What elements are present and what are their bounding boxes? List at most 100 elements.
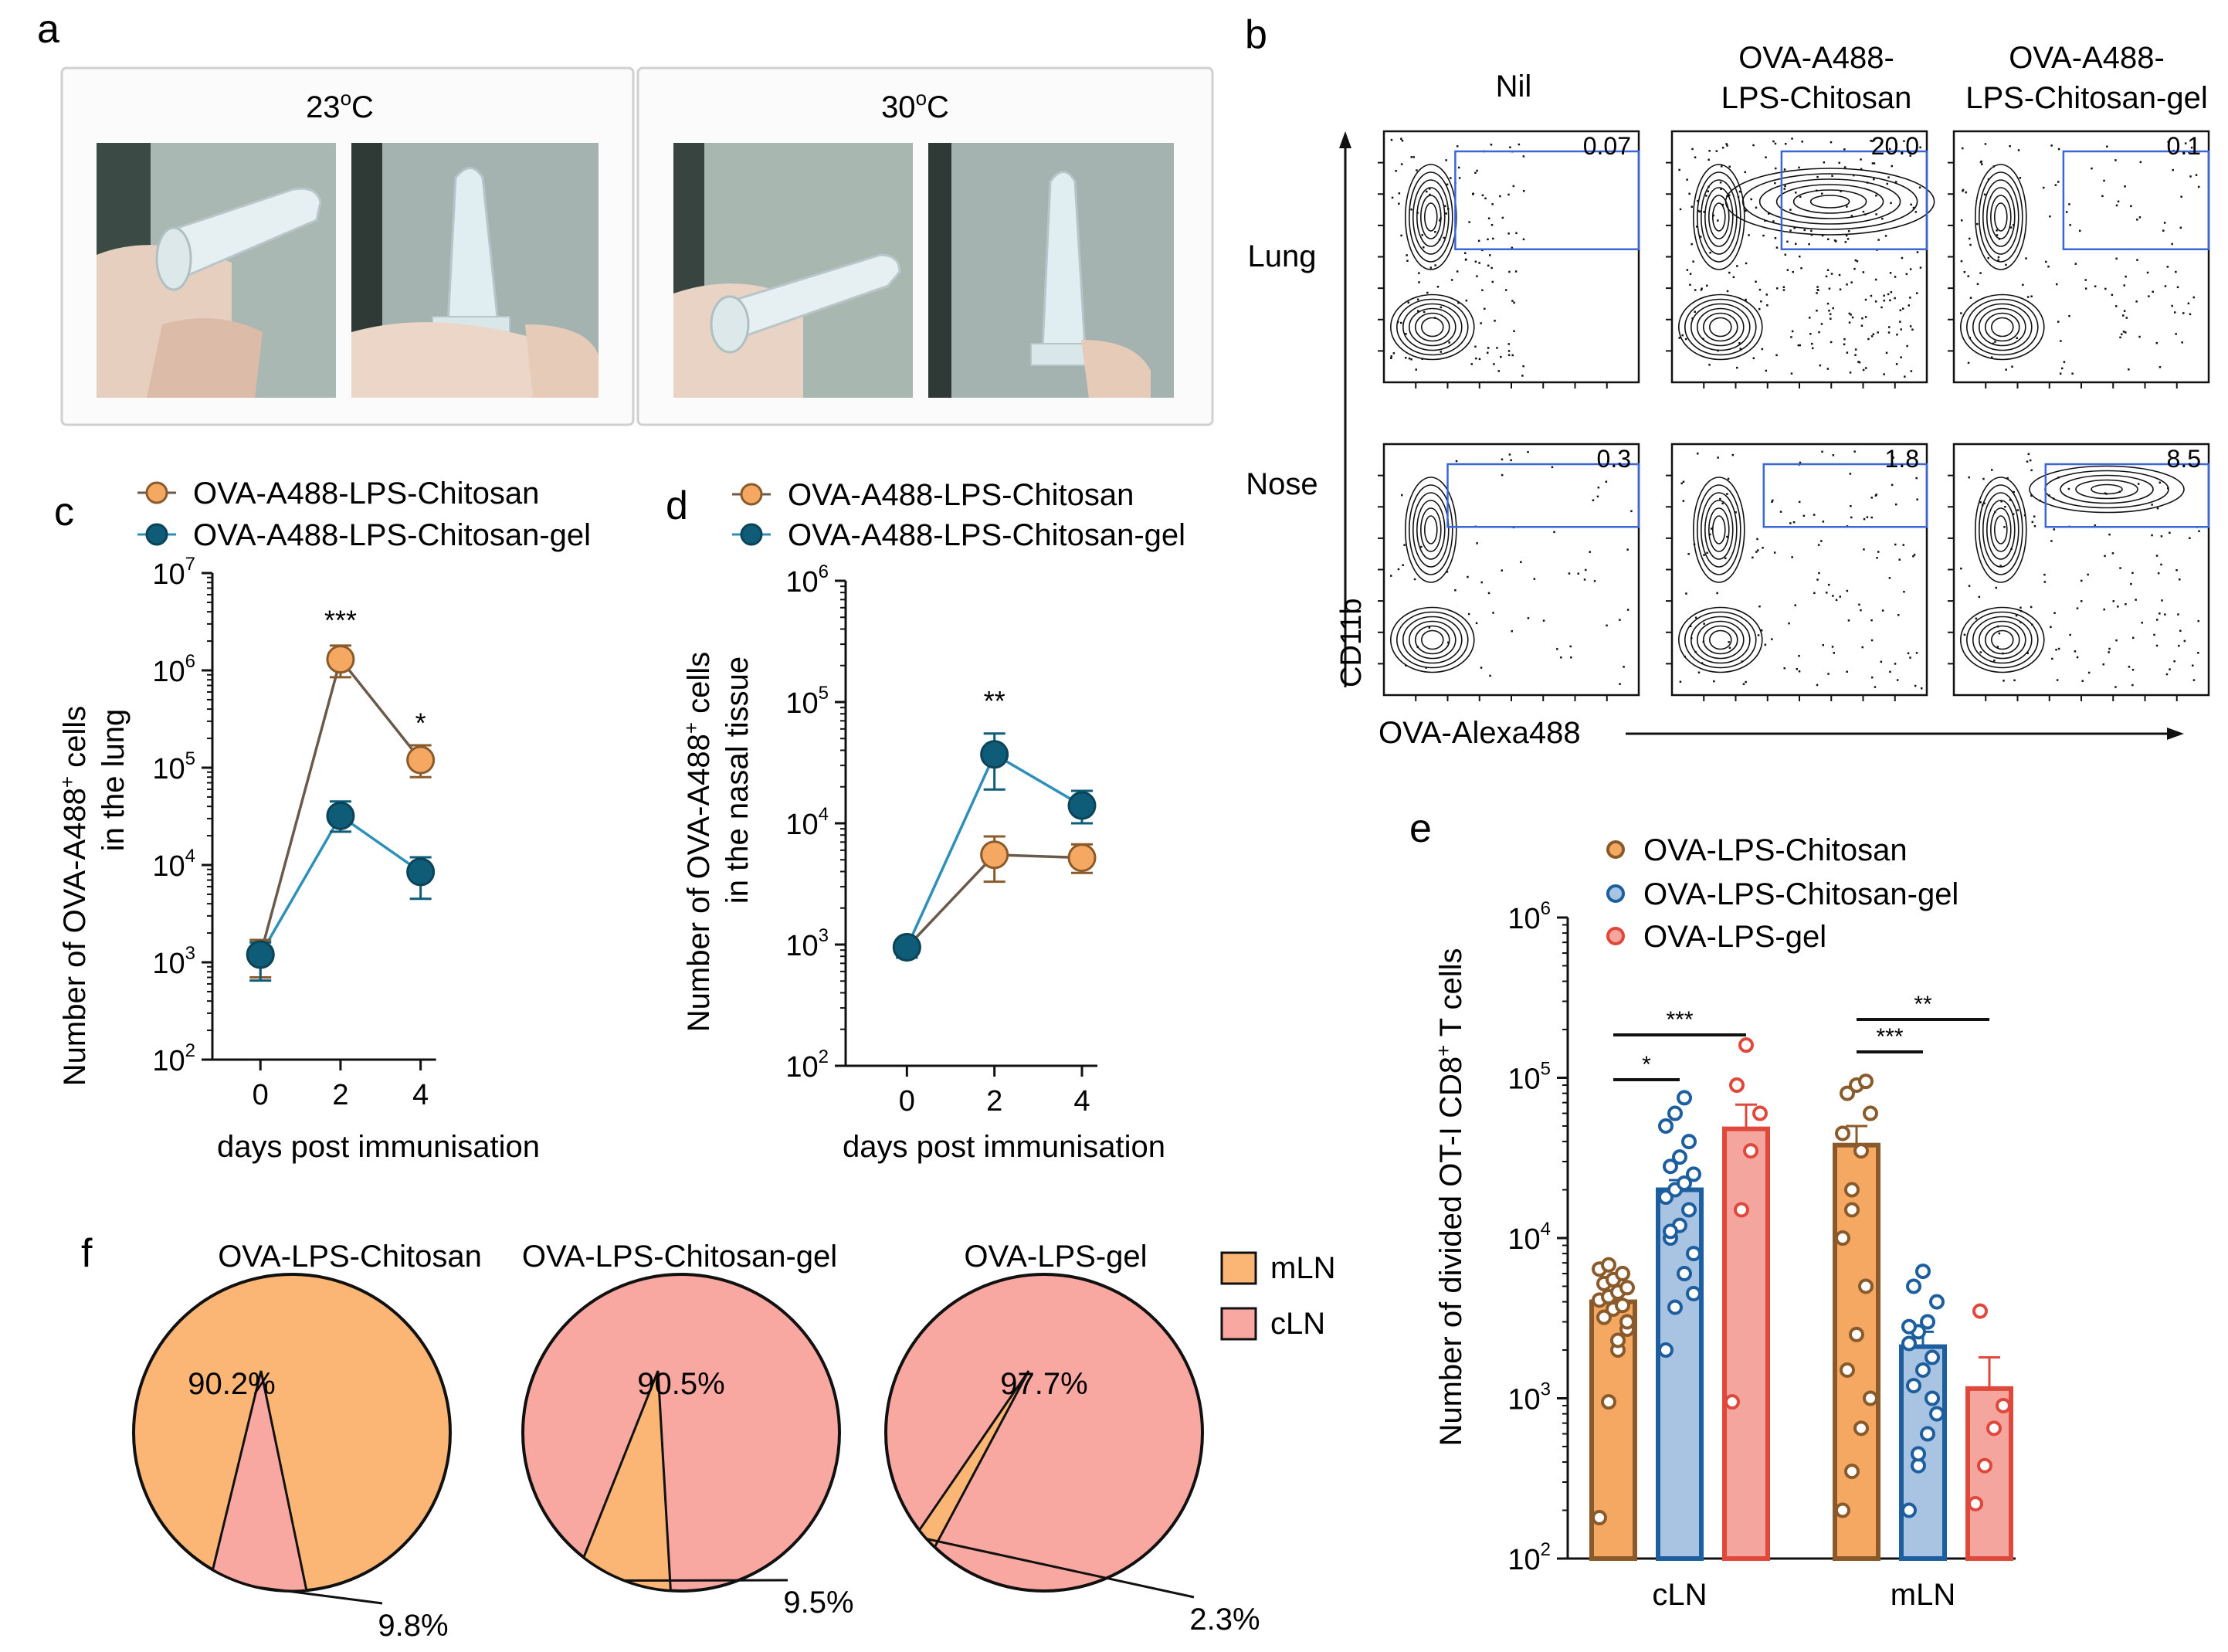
- contour-ring: [2029, 465, 2185, 514]
- x-category-label: cLN: [1652, 1578, 1707, 1612]
- y-tick-label: 107: [152, 554, 195, 591]
- flow-dot: [1891, 165, 1893, 168]
- flow-dot: [1898, 558, 1901, 561]
- flow-dot: [2050, 144, 2053, 147]
- flow-dot: [1423, 310, 1426, 314]
- flow-dot: [1796, 668, 1798, 670]
- contour-ring: [1741, 173, 1918, 230]
- flow-dot: [1405, 664, 1407, 667]
- contour-ring: [1424, 202, 1438, 232]
- flow-dot: [1429, 188, 1431, 190]
- flow-contours: [1960, 164, 2045, 361]
- flow-dot: [2025, 257, 2027, 260]
- flow-dot: [1511, 300, 1514, 302]
- legend-label-ova-lps-gel: OVA-LPS-gel: [1643, 920, 1826, 954]
- flow-dot: [2105, 493, 2108, 495]
- flow-dot: [1839, 288, 1842, 290]
- data-dot: [1858, 1278, 1874, 1294]
- flow-dot: [1418, 281, 1420, 283]
- flow-dot: [2123, 284, 2125, 287]
- flow-dot: [1909, 325, 1912, 327]
- flow-dot: [1489, 254, 1491, 256]
- flow-dot: [1405, 357, 1407, 359]
- flow-plot-frame: [1952, 130, 2210, 384]
- contour-ring: [1775, 184, 1884, 219]
- flow-dot: [1774, 237, 1777, 239]
- flow-dot: [1589, 551, 1591, 553]
- data-dot: [1681, 1202, 1697, 1218]
- flow-dot: [1706, 284, 1708, 287]
- flow-dot: [1866, 181, 1869, 184]
- flow-dot: [1827, 673, 1830, 675]
- flow-dot: [1391, 196, 1394, 199]
- flow-dot: [1508, 270, 1511, 273]
- flow-dot: [1679, 208, 1682, 211]
- flow-dot: [2175, 569, 2178, 572]
- contour-ring: [1701, 492, 1738, 568]
- flow-dot: [2102, 663, 2104, 666]
- flow-dot: [1713, 680, 1715, 683]
- data-dot: [1743, 1143, 1758, 1159]
- x-tick-label: 2: [986, 1085, 1002, 1118]
- y-tick-label: 106: [1507, 898, 1551, 935]
- flow-dot: [1583, 578, 1586, 581]
- flow-dot: [1426, 190, 1428, 193]
- flow-dot: [1522, 155, 1525, 158]
- data-dot: [1663, 1158, 1678, 1175]
- flow-dot: [1741, 660, 1743, 663]
- flow-dot: [1982, 504, 1984, 507]
- contour-ring: [1421, 629, 1444, 650]
- flow-dot: [2084, 287, 2087, 290]
- flow-dot: [1896, 679, 1899, 681]
- flow-dot: [1792, 270, 1794, 273]
- flow-dot: [1874, 278, 1877, 281]
- data-dot: [1906, 1378, 1921, 1394]
- flow-dot: [1850, 215, 1853, 217]
- flow-dot: [1996, 229, 1998, 232]
- contour-ring: [1709, 629, 1732, 650]
- chart-d: 106 105 104 103 102 0 2 4 **: [785, 561, 1097, 1118]
- flow-dot: [1783, 667, 1785, 670]
- panel-c-ylabel-line2: in the lung: [97, 709, 131, 852]
- flow-dot: [1762, 547, 1764, 549]
- flow-dot: [1864, 316, 1867, 318]
- flow-dot: [1775, 167, 1777, 170]
- flow-dot: [1511, 630, 1513, 633]
- flow-dot: [2151, 504, 2153, 506]
- flow-dot: [1797, 344, 1800, 347]
- flow-dot: [1721, 502, 1724, 505]
- y-tick-label: 103: [1507, 1379, 1551, 1416]
- pie-base: [521, 1273, 841, 1593]
- flow-dot: [1849, 473, 1852, 475]
- flow-dot: [1839, 595, 1841, 598]
- flow-dot: [1862, 368, 1865, 371]
- flow-dot: [1874, 494, 1877, 497]
- contour-ring: [1421, 317, 1444, 338]
- flow-dot: [1508, 453, 1511, 456]
- flow-dot: [2117, 200, 2120, 203]
- flow-plot-lung-2: 20.0: [1666, 130, 1935, 388]
- flow-dot: [1897, 614, 1900, 616]
- flow-dot: [1684, 338, 1687, 341]
- flow-dot: [1967, 275, 1969, 277]
- x-tick-label: 2: [332, 1079, 348, 1111]
- flow-dot: [1857, 361, 1860, 363]
- flow-dot: [1726, 290, 1729, 293]
- flow-dot: [1726, 535, 1728, 538]
- legend-swatch-cln: [1220, 1307, 1257, 1341]
- contour-ring: [1979, 171, 2023, 263]
- flow-dot: [1832, 307, 1834, 310]
- flow-dot: [1709, 533, 1711, 536]
- flow-dot: [1760, 300, 1762, 303]
- flow-dot: [1968, 476, 1970, 479]
- flow-plot-lung-3: 0.1: [1948, 130, 2210, 388]
- flow-dot: [1719, 497, 1721, 500]
- flow-dot: [2071, 372, 2074, 375]
- flow-dot: [1811, 342, 1813, 345]
- contour-ring: [1412, 179, 1450, 255]
- significance-star: ***: [1666, 1007, 1693, 1033]
- flow-dot: [1876, 557, 1878, 559]
- flow-dot: [1405, 333, 1407, 335]
- flow-dot: [1478, 358, 1481, 361]
- x-category-label: mLN: [1891, 1578, 1955, 1612]
